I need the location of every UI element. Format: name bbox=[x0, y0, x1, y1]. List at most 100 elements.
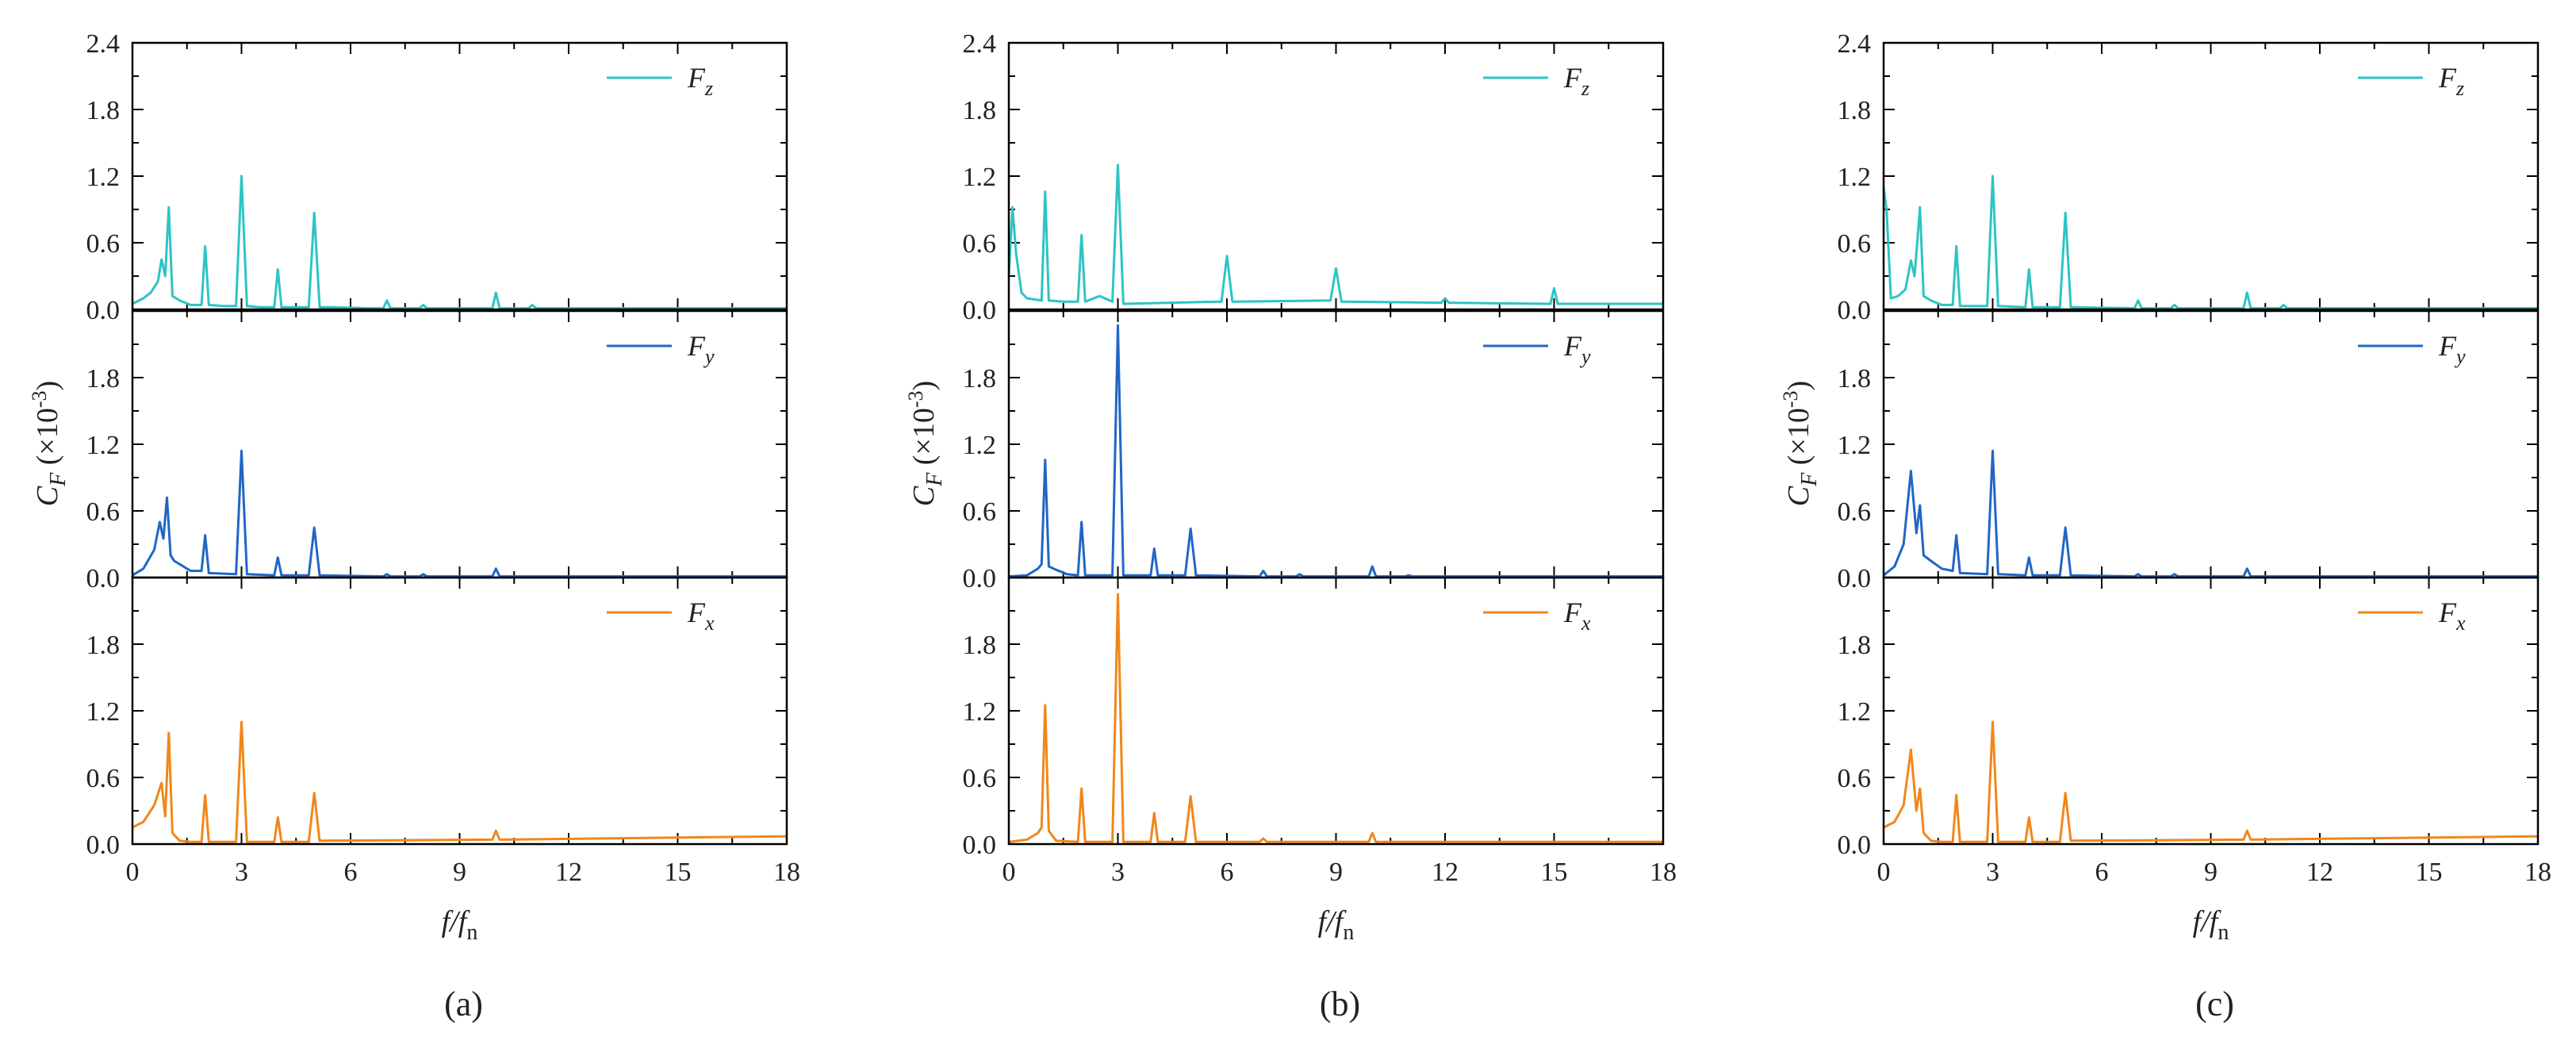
panel-frame bbox=[131, 41, 788, 311]
series-line-fy bbox=[132, 449, 787, 578]
x-axis-title-sub: n bbox=[2218, 920, 2229, 945]
y-tick-label: 1.8 bbox=[963, 96, 997, 125]
panel-fx: 0.0 0.6 1.2 1.8 Fx bbox=[963, 576, 1665, 860]
legend-letter: F bbox=[1563, 330, 1582, 362]
x-axis-title: f/fn bbox=[1318, 905, 1355, 945]
legend-subscript: x bbox=[2455, 612, 2466, 635]
panel-fy: 0.0 0.6 1.2 1.8 Fy bbox=[1838, 309, 2540, 593]
series-line-fz bbox=[1007, 163, 1663, 305]
panel-fz: 0.0 0.6 1.2 1.8 2.4 Fz bbox=[1838, 29, 2540, 325]
chart-caption: (b) bbox=[1320, 985, 1360, 1023]
y-axis-title-unit-end: ) bbox=[907, 381, 941, 391]
y-tick-label: 1.8 bbox=[1838, 631, 1872, 660]
panel-fy: 0.0 0.6 1.2 1.8 Fy bbox=[963, 309, 1665, 593]
chart-a: 0.0 0.6 1.2 1.8 2.4 Fz 0.0 0.6 1.2 1.8 Fy 0.0 0.6 1.2… bbox=[28, 29, 800, 1023]
x-tick-label: 6 bbox=[1221, 858, 1234, 887]
x-tick-label: 9 bbox=[1329, 858, 1343, 887]
y-axis-title-exponent: -3 bbox=[28, 390, 51, 408]
series-line-fz bbox=[1882, 175, 2538, 310]
y-tick-label: 1.2 bbox=[86, 431, 121, 460]
x-axis-title: f/fn bbox=[2193, 905, 2229, 945]
y-tick-label: 0.6 bbox=[963, 229, 997, 259]
x-tick-label: 9 bbox=[453, 858, 466, 887]
legend-label: Fy bbox=[687, 330, 715, 368]
y-tick-label: 1.8 bbox=[1838, 96, 1872, 125]
y-axis-title: CF (×10-3) bbox=[904, 381, 947, 506]
legend-letter: F bbox=[687, 597, 706, 628]
y-axis-title-unit-end: ) bbox=[31, 381, 64, 391]
x-axis-title-main: f/f bbox=[442, 905, 470, 938]
x-tick-label: 9 bbox=[2204, 858, 2218, 887]
legend-label: Fz bbox=[1563, 62, 1589, 100]
panel-fz: 0.0 0.6 1.2 1.8 2.4 Fz bbox=[963, 29, 1665, 325]
x-tick-label: 18 bbox=[1650, 858, 1677, 887]
y-axis-title-unit-end: ) bbox=[1782, 381, 1815, 391]
legend-subscript: z bbox=[2455, 77, 2464, 100]
legend-letter: F bbox=[2438, 330, 2457, 362]
x-tick-label: 12 bbox=[555, 858, 582, 887]
y-tick-label: 1.2 bbox=[1838, 163, 1872, 192]
x-tick-label: 3 bbox=[1111, 858, 1125, 887]
y-tick-label: 0.0 bbox=[1838, 296, 1872, 325]
series-line-fy bbox=[1008, 324, 1663, 578]
y-tick-label: 0.6 bbox=[963, 497, 997, 527]
y-tick-label: 2.4 bbox=[86, 29, 121, 59]
series-line-fy bbox=[1883, 449, 2538, 578]
legend-subscript: y bbox=[1579, 345, 1591, 368]
x-tick-label: 0 bbox=[1877, 858, 1891, 887]
series-line-fx bbox=[1008, 593, 1663, 843]
y-tick-label: 0.0 bbox=[86, 564, 121, 593]
x-tick-label: 18 bbox=[2524, 858, 2551, 887]
y-tick-label: 0.6 bbox=[1838, 497, 1872, 527]
legend-label: Fx bbox=[687, 597, 715, 635]
legend-subscript: y bbox=[703, 345, 715, 368]
panel-frame bbox=[1882, 41, 2540, 311]
y-tick-label: 1.2 bbox=[86, 163, 121, 192]
panel-frame bbox=[1882, 576, 2540, 846]
y-tick-label: 0.0 bbox=[86, 296, 121, 325]
y-tick-label: 0.0 bbox=[963, 564, 997, 593]
x-tick-label: 15 bbox=[1541, 858, 1568, 887]
y-tick-label: 1.8 bbox=[963, 631, 997, 660]
y-axis-title-exponent: -3 bbox=[904, 390, 927, 408]
y-tick-label: 1.8 bbox=[1838, 364, 1872, 393]
x-axis-title: f/fn bbox=[442, 905, 478, 945]
y-axis-title: CF (×10-3) bbox=[28, 381, 71, 506]
y-tick-label: 1.8 bbox=[86, 631, 121, 660]
legend-subscript: z bbox=[704, 77, 713, 100]
y-tick-label: 0.6 bbox=[86, 229, 121, 259]
series-line-fx bbox=[132, 720, 788, 843]
legend-subscript: y bbox=[2454, 345, 2466, 368]
y-tick-label: 0.0 bbox=[86, 831, 121, 860]
y-tick-label: 1.8 bbox=[86, 364, 121, 393]
legend-letter: F bbox=[2438, 62, 2457, 94]
y-tick-label: 1.8 bbox=[86, 96, 121, 125]
y-axis-title: CF (×10-3) bbox=[1779, 381, 1822, 506]
x-tick-label: 6 bbox=[344, 858, 358, 887]
y-axis-title-main: C bbox=[1782, 486, 1815, 506]
x-axis-title-main: f/f bbox=[2193, 905, 2221, 938]
panel-frame bbox=[1007, 576, 1665, 846]
y-tick-label: 1.2 bbox=[1838, 431, 1872, 460]
y-axis-title-unit: (×10 bbox=[31, 408, 64, 473]
x-axis-title-sub: n bbox=[1343, 920, 1354, 945]
x-tick-label: 0 bbox=[126, 858, 140, 887]
series-line-fz bbox=[132, 175, 787, 310]
legend-label: Fy bbox=[2438, 330, 2466, 368]
legend-letter: F bbox=[687, 330, 706, 362]
y-tick-label: 1.2 bbox=[86, 697, 121, 727]
chart-caption: (a) bbox=[444, 985, 483, 1023]
legend-letter: F bbox=[687, 62, 706, 94]
y-tick-label: 2.4 bbox=[963, 29, 997, 59]
y-tick-label: 0.6 bbox=[86, 497, 121, 527]
y-axis-title-unit: (×10 bbox=[1782, 408, 1815, 473]
panel-fx: 0.0 0.6 1.2 1.8 Fx bbox=[1838, 576, 2540, 860]
y-tick-label: 1.2 bbox=[963, 431, 997, 460]
y-tick-label: 0.0 bbox=[963, 831, 997, 860]
x-tick-label: 6 bbox=[2095, 858, 2109, 887]
legend-letter: F bbox=[1563, 62, 1582, 94]
panel-fz: 0.0 0.6 1.2 1.8 2.4 Fz bbox=[86, 29, 788, 325]
y-axis-title-sub: F bbox=[1797, 472, 1822, 487]
y-tick-label: 0.6 bbox=[963, 764, 997, 793]
